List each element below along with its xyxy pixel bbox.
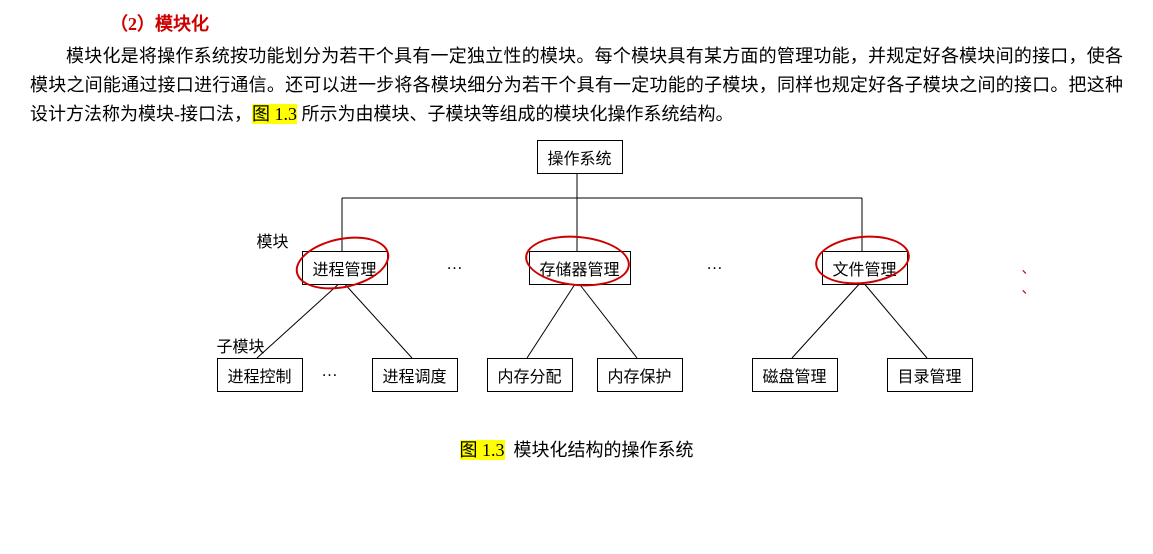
submodule-node: 进程调度 xyxy=(372,358,458,392)
submodule-node: 内存分配 xyxy=(487,358,573,392)
submodule-node: 磁盘管理 xyxy=(752,358,838,392)
figure-reference: 图 1.3 xyxy=(252,104,297,124)
ellipsis: … xyxy=(322,363,338,381)
module-node-memory: 存储器管理 xyxy=(529,251,631,285)
module-node-process: 进程管理 xyxy=(302,251,388,285)
module-label: 模块 xyxy=(257,228,289,252)
ellipsis: … xyxy=(447,256,463,274)
red-stray-marks: 、 、 xyxy=(1022,258,1036,298)
module-node-file: 文件管理 xyxy=(822,251,908,285)
paragraph-post: 所示为由模块、子模块等组成的模块化操作系统结构。 xyxy=(297,104,734,124)
section-heading: （2）模块化 xyxy=(110,10,1123,36)
ellipsis: … xyxy=(707,256,723,274)
submodule-node: 进程控制 xyxy=(217,358,303,392)
caption-number: 图 1.3 xyxy=(460,440,505,460)
caption-text: 模块化结构的操作系统 xyxy=(514,440,694,460)
root-node: 操作系统 xyxy=(537,140,623,174)
submodule-label: 子模块 xyxy=(217,333,265,357)
submodule-node: 内存保护 xyxy=(597,358,683,392)
tree-diagram: 操作系统 模块 进程管理 … 存储器管理 … 文件管理 子模块 进程控制 … 进… xyxy=(127,138,1027,428)
body-paragraph: 模块化是将操作系统按功能划分为若干个具有一定独立性的模块。每个模块具有某方面的管… xyxy=(30,42,1123,128)
submodule-node: 目录管理 xyxy=(887,358,973,392)
figure-caption: 图 1.3 模块化结构的操作系统 xyxy=(30,436,1123,462)
